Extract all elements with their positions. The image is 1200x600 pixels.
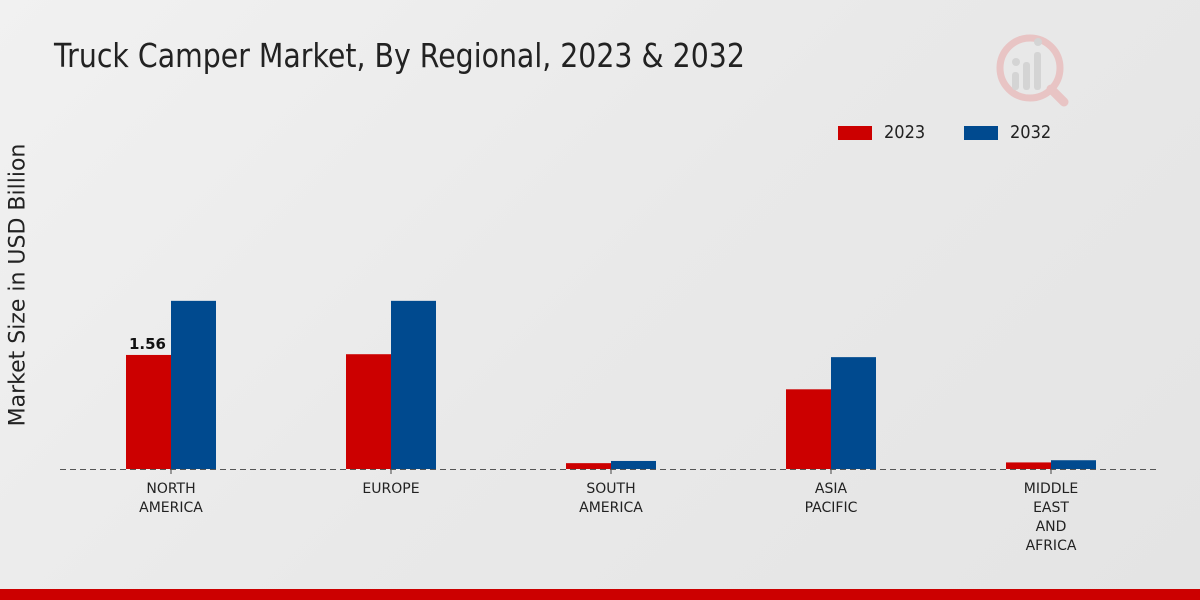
bar-2023-0 (126, 354, 171, 469)
bar-2032-4 (1051, 460, 1096, 469)
brand-logo-icon (996, 34, 1069, 107)
x-tick-label-3-0: ASIA (815, 481, 848, 497)
legend-item-2032: 2032 (963, 122, 1056, 143)
x-tick-label-2-0: SOUTH (586, 481, 635, 497)
bar-2023-1 (346, 354, 391, 469)
data-label-2023-0: 1.56 (129, 335, 166, 353)
bar-2032-1 (391, 300, 436, 469)
x-tick-label-4-1: EAST (1033, 500, 1069, 516)
x-tick-label-0-0: NORTH (146, 481, 195, 497)
legend-label-2023: 2023 (884, 122, 926, 143)
x-tick-label-3-1: PACIFIC (805, 500, 858, 516)
legend: 2023 2032 (838, 122, 1090, 143)
bottom-accent-bar (0, 589, 1200, 600)
legend-item-2023: 2023 (838, 122, 930, 143)
x-tick-label-4-0: MIDDLE (1024, 481, 1078, 497)
x-tick-label-2-1: AMERICA (579, 500, 643, 516)
bar-2032-0 (171, 300, 216, 469)
bar-2032-2 (611, 460, 656, 469)
x-tick-label-1-0: EUROPE (362, 481, 419, 497)
legend-label-2032: 2032 (1009, 122, 1052, 143)
chart-title: Truck Camper Market, By Regional, 2023 &… (54, 36, 745, 75)
legend-swatch-2032 (963, 125, 998, 140)
bar-2032-3 (831, 357, 876, 469)
x-tick-label-0-1: AMERICA (139, 500, 203, 516)
bar-2023-2 (566, 463, 611, 469)
x-tick-label-4-3: AFRICA (1026, 538, 1077, 554)
bar-2023-4 (1006, 462, 1051, 469)
bar-2023-3 (786, 389, 831, 469)
x-tick-label-4-2: AND (1036, 519, 1067, 535)
legend-swatch-2023 (838, 125, 872, 140)
